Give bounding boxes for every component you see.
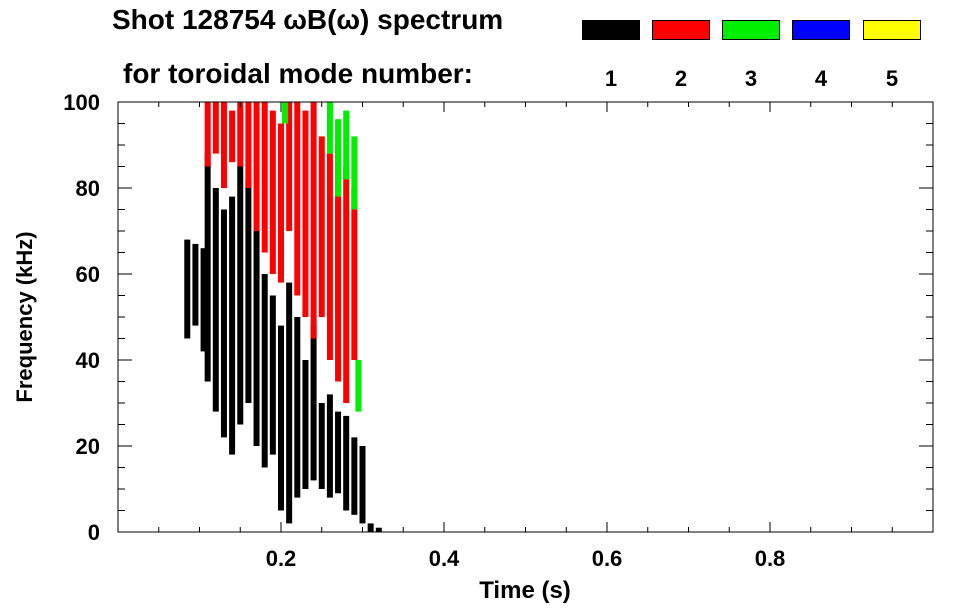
y-tick-label: 100 [63,90,100,115]
mode-2-segment [278,123,284,283]
legend-swatch-3 [722,20,780,40]
mode-1-segment [192,243,199,326]
mode-1-segment [229,196,236,455]
legend-label-1: 1 [604,66,618,91]
x-tick-label: 0.4 [429,546,460,571]
y-tick-label: 80 [76,176,100,201]
y-tick-label: 40 [76,348,100,373]
mode-1-segment [220,209,227,438]
chart-title-line2: for toroidal mode number: [123,58,473,89]
spectrogram-marks [184,102,382,532]
mode-1-segment [212,188,219,412]
mode-2-segment [245,102,252,188]
y-tick-label: 20 [76,434,100,459]
legend-swatch-5 [863,20,921,40]
legend-swatch-2 [652,20,710,40]
legend-label-2: 2 [674,66,688,91]
mode-2-segment [253,102,260,231]
mode-3-segment [282,102,289,124]
mode-1-segment [237,166,244,425]
legend-label-3: 3 [744,66,758,91]
mode-2-segment [310,102,317,339]
x-tick-label: 0.6 [592,546,623,571]
mode-3-segment [343,110,350,180]
mode-2-segment [269,110,276,274]
mode-1-segment [318,403,325,489]
mode-2-segment [212,102,219,154]
mode-3-segment [335,119,342,197]
y-tick-label: 60 [76,262,100,287]
mode-2-segment [294,102,301,296]
chart-title-line1: Shot 128754 ωB(ω) spectrum [112,4,504,35]
mode-1-segment [335,411,342,494]
y-axis-label: Frequency (kHz) [12,231,37,402]
mode-2-segment [229,110,236,163]
mode-2-segment [318,136,325,317]
mode-1-segment [286,282,293,524]
legend-swatch-4 [792,20,850,40]
mode-2-segment [286,102,293,231]
mode-2-segment [237,102,244,167]
mode-2-segment [343,166,350,403]
mode-2-segment [335,145,342,382]
mode-3-segment [351,136,358,210]
mode-2-segment [326,153,333,360]
mode-1-segment [184,239,191,339]
axis-tick-labels: 0.2 0.4 0.6 0.8 0 20 40 60 80 100 [63,90,785,571]
mode-1-segment [204,153,211,382]
mode-1-segment [302,360,309,489]
mode-2-segment [302,110,309,317]
x-tick-label: 0.2 [266,546,297,571]
y-tick-label: 0 [88,520,100,545]
mode-1-segment [343,415,350,511]
mode-1-segment [375,527,382,532]
mode-1-segment [359,446,366,524]
mode-3-segment [326,102,333,154]
mode-2-segment [351,188,358,360]
legend-label-5: 5 [885,66,899,91]
mode-1-segment [351,437,358,515]
mode-1-segment [253,231,260,446]
mode-1-segment [367,523,374,532]
mode-1-segment [310,325,317,481]
x-axis-label: Time (s) [479,577,571,604]
mode-2-segment [204,102,211,167]
legend-swatch-1 [582,20,640,40]
mode-1-segment [261,274,268,468]
mode-3-segment [355,360,362,412]
mode-1-segment [278,325,284,511]
mode-1-segment [326,394,333,498]
legend-label-4: 4 [814,66,828,91]
axis-ticks [118,101,933,533]
mode-1-segment [294,317,301,498]
mode-2-segment [220,102,227,188]
mode-2-segment [261,102,268,253]
mode-1-segment [269,295,276,455]
x-tick-label: 0.8 [755,546,786,571]
mode-1-segment [245,179,252,403]
mode-1-segment [200,248,207,352]
